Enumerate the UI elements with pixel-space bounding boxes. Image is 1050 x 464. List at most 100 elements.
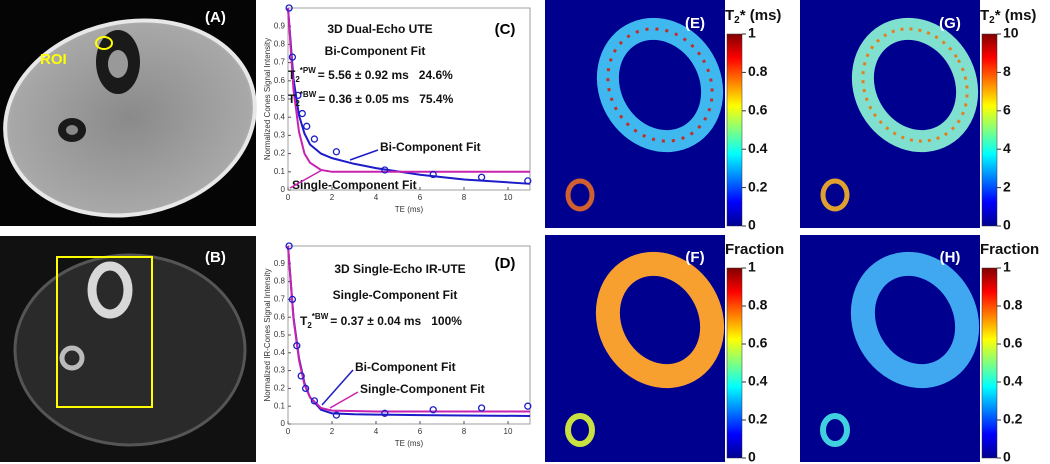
y-tick-label: 0.2	[274, 384, 286, 393]
x-tick-label: 10	[504, 193, 513, 202]
colorbar-tick-label: 0	[1003, 449, 1011, 464]
data-point	[310, 135, 319, 143]
y-tick-label: 0.4	[274, 112, 286, 121]
colorbar-tick-label: 0.4	[1003, 373, 1023, 389]
y-tick-label: 0.6	[274, 312, 286, 321]
roi-label: ROI	[40, 51, 67, 68]
y-axis-label: Normalized Cones Signal Intensity	[263, 38, 272, 160]
label-rest: Fraction	[980, 241, 1039, 258]
fit-line	[287, 7, 530, 173]
y-tick-label: 0.5	[274, 94, 286, 103]
data-point	[429, 170, 437, 179]
data-point	[301, 384, 310, 393]
fit-result: T2*PW = 5.56 ± 0.92 ms 24.6%	[288, 66, 453, 84]
panel-label: (D)	[495, 255, 516, 272]
chart-subtitle: Bi-Component Fit	[325, 44, 426, 58]
x-tick-label: 0	[286, 193, 291, 202]
superscript: *PW	[300, 66, 316, 75]
label-rest: * (ms)	[995, 7, 1037, 24]
y-tick-label: 0.9	[274, 21, 286, 30]
x-tick-label: 4	[374, 427, 379, 436]
superscript: *BW	[312, 312, 329, 321]
fit-arrow	[329, 391, 359, 409]
data-point	[303, 122, 311, 130]
colorbar-tick-label: 0.6	[1003, 335, 1023, 351]
data-point	[381, 166, 389, 174]
data-point	[293, 342, 301, 350]
fit-value: = 5.56 ± 0.92 ms	[318, 68, 409, 82]
colorbar-tick-label: 8	[1003, 63, 1011, 79]
y-tick-label: 0.6	[274, 76, 286, 85]
x-tick-label: 10	[504, 427, 513, 436]
colorbar-tick-label: 0	[748, 449, 756, 464]
colorbar-tick-label: 10	[1003, 25, 1019, 41]
panel-label: (C)	[495, 21, 516, 38]
symbol: T	[300, 314, 308, 328]
symbol: T	[725, 7, 734, 24]
fit-fraction: 75.4%	[419, 92, 453, 106]
data-point	[381, 409, 389, 417]
data-point	[288, 295, 297, 304]
y-tick-label: 0.4	[274, 348, 286, 357]
colorbar-tick-label: 0.6	[748, 335, 768, 351]
fit-arrow	[321, 369, 354, 406]
subscript: 2	[295, 75, 300, 84]
map-f	[545, 235, 725, 462]
data-point	[294, 91, 302, 100]
colorbar-title: T2* (ms)	[725, 7, 781, 26]
data-point	[298, 109, 306, 118]
roi-box	[56, 256, 153, 408]
map-h	[800, 235, 980, 462]
panel-label: (E)	[685, 15, 705, 32]
x-axis-label: TE (ms)	[395, 439, 424, 448]
subscript: 2	[989, 15, 995, 26]
symbol: T	[980, 7, 989, 24]
panel-label: (F)	[685, 249, 704, 266]
leg-slice	[13, 253, 247, 447]
chart-title: 3D Dual-Echo UTE	[327, 22, 432, 36]
colorbar-tick-label: 0.8	[1003, 297, 1023, 313]
fit-fraction: 24.6%	[419, 68, 453, 82]
colorbar-title: T2* (ms)	[980, 7, 1036, 26]
x-tick-label: 8	[462, 427, 467, 436]
marrow	[66, 125, 78, 135]
y-tick-label: 0.3	[274, 366, 286, 375]
y-tick-label: 0.1	[274, 401, 286, 410]
fit-label: Single-Component Fit	[360, 382, 485, 396]
fit-result: T2*BW = 0.36 ± 0.05 ms 75.4%	[288, 90, 454, 108]
colorbar	[726, 267, 743, 459]
y-tick-label: 0.3	[274, 131, 286, 140]
y-tick-label: 0.8	[274, 277, 286, 286]
colorbar-tick-label: 4	[1003, 140, 1011, 156]
y-tick-label: 0.8	[274, 40, 286, 49]
y-tick-label: 0.9	[274, 259, 286, 268]
data-point	[477, 173, 486, 181]
chart-subtitle: Single-Component Fit	[333, 288, 458, 302]
data-point	[477, 404, 486, 412]
colorbar-tick-label: 0	[1003, 217, 1011, 233]
colorbar-tick-label: 0.8	[748, 297, 768, 313]
colorbar-tick-label: 1	[748, 25, 756, 41]
plot-frame	[287, 7, 531, 191]
x-tick-label: 4	[374, 193, 379, 202]
fit-arrow	[289, 169, 323, 189]
marrow	[108, 50, 128, 78]
data-point	[332, 148, 341, 156]
data-point	[310, 397, 319, 405]
fit-label: Single-Component Fit	[292, 178, 417, 192]
y-axis-label: Normalized IR-Cones Signal Intensity	[263, 269, 272, 402]
x-axis-label: TE (ms)	[395, 205, 424, 214]
colorbar	[981, 267, 998, 459]
chart-title: 3D Single-Echo IR-UTE	[334, 262, 465, 276]
map-e	[545, 0, 725, 228]
fit-value: = 0.37 ± 0.04 ms	[330, 314, 421, 328]
colorbar-tick-label: 0.4	[748, 373, 768, 389]
colorbar	[981, 33, 998, 227]
x-tick-label: 2	[330, 193, 335, 202]
subscript: 2	[307, 321, 312, 330]
y-tick-label: 0.1	[274, 167, 286, 176]
colorbar-title: Fraction	[725, 241, 784, 258]
fit-line	[287, 7, 531, 185]
fit-label: Bi-Component Fit	[380, 140, 481, 154]
